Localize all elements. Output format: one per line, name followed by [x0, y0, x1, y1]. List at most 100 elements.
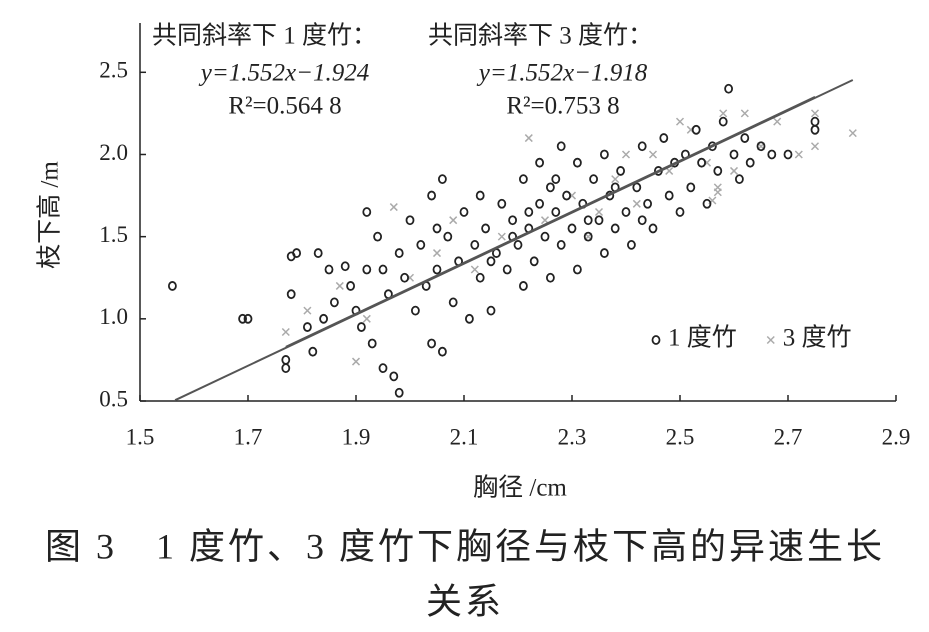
- point: [524, 134, 533, 143]
- point: [675, 117, 685, 126]
- point: [773, 117, 782, 126]
- point: [594, 215, 604, 226]
- point: [303, 306, 312, 315]
- y-tick-label: 1.0: [99, 304, 128, 329]
- x-tick-label: 1.9: [342, 424, 371, 449]
- point: [497, 232, 506, 241]
- fit-line: [285, 96, 816, 348]
- x-tick-label: 2.3: [558, 424, 587, 449]
- caption: 关系: [426, 581, 504, 621]
- point: [583, 231, 593, 242]
- point: [324, 264, 334, 275]
- annotation-r2: R²=0.753 8: [506, 93, 619, 120]
- annotation-title: 共同斜率下 1 度竹：: [152, 22, 377, 50]
- point: [470, 239, 480, 250]
- point: [378, 363, 388, 374]
- point: [810, 124, 820, 135]
- point: [167, 281, 177, 291]
- point: [562, 190, 571, 201]
- point: [767, 149, 777, 160]
- point: [756, 141, 766, 152]
- point: [508, 215, 517, 226]
- point: [486, 305, 496, 316]
- point: [335, 281, 344, 290]
- point: [573, 157, 582, 168]
- point: [610, 223, 620, 234]
- y-tick-label: 1.5: [99, 222, 128, 247]
- y-tick-label: 2.5: [99, 58, 128, 83]
- point: [449, 216, 458, 225]
- point: [794, 150, 803, 159]
- x-tick-label: 2.5: [666, 424, 695, 449]
- point: [718, 116, 728, 127]
- point: [745, 157, 755, 168]
- legend-label: 1 度竹: [668, 324, 737, 352]
- annotation-title: 共同斜率下 3 度竹：: [428, 22, 653, 50]
- point: [583, 215, 593, 226]
- point: [567, 223, 577, 234]
- point: [519, 174, 528, 185]
- point: [546, 182, 555, 193]
- point: [475, 272, 485, 283]
- point: [362, 314, 371, 323]
- point: [410, 305, 420, 316]
- point: [621, 150, 631, 159]
- y-tick-label: 0.5: [99, 386, 128, 411]
- point: [524, 207, 534, 217]
- point: [367, 338, 377, 349]
- point: [611, 175, 620, 184]
- point: [400, 272, 410, 283]
- point: [702, 198, 712, 209]
- point: [443, 231, 453, 242]
- point: [340, 261, 350, 272]
- caption: 图 3 1 度竹、3 度竹下胸径与枝下高的异速生长: [45, 526, 885, 566]
- point: [281, 363, 291, 374]
- point: [535, 157, 544, 168]
- point: [810, 142, 820, 151]
- point: [713, 166, 723, 176]
- point: [373, 231, 383, 242]
- point: [319, 313, 329, 324]
- point: [600, 149, 609, 160]
- point: [448, 297, 458, 308]
- point: [556, 239, 566, 250]
- point: [621, 207, 631, 217]
- point: [573, 264, 582, 275]
- point: [810, 109, 820, 118]
- point: [600, 248, 609, 258]
- annotation-equation: y=1.552x−1.924: [198, 60, 369, 87]
- point: [432, 249, 442, 258]
- point: [546, 272, 555, 283]
- point: [475, 190, 485, 201]
- point: [302, 322, 312, 332]
- point: [432, 264, 442, 275]
- x-tick-label: 1.7: [234, 424, 263, 449]
- point: [740, 133, 750, 143]
- point: [346, 281, 356, 291]
- point: [394, 248, 404, 258]
- point: [540, 231, 550, 242]
- point: [459, 207, 469, 217]
- point: [427, 190, 437, 201]
- point: [502, 264, 512, 275]
- point: [594, 207, 604, 217]
- point: [519, 281, 528, 291]
- point: [810, 116, 820, 127]
- point: [281, 355, 291, 365]
- legend-label: 3 度竹: [783, 324, 852, 352]
- legend-marker: [651, 335, 661, 345]
- point: [659, 133, 669, 143]
- point: [529, 256, 539, 267]
- point: [632, 199, 641, 208]
- point: [470, 265, 479, 274]
- point: [724, 83, 733, 94]
- point: [697, 157, 706, 168]
- point: [308, 346, 318, 357]
- point: [329, 297, 339, 308]
- point: [313, 248, 323, 258]
- point: [637, 215, 647, 226]
- point: [378, 264, 388, 275]
- point: [691, 124, 701, 135]
- x-axis-label: 胸径 /cm: [473, 474, 567, 502]
